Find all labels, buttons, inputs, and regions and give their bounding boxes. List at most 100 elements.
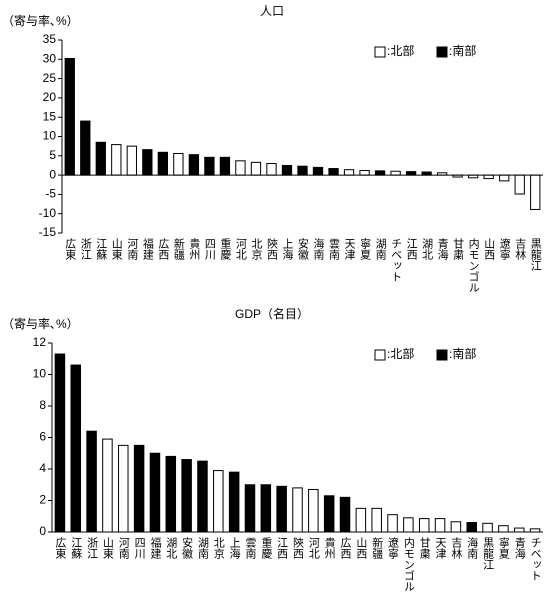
x-tick-label: 湖北 <box>165 537 178 559</box>
bar <box>260 484 272 533</box>
x-tick-label: 広東 <box>64 238 77 261</box>
x-tick-label: 寧夏 <box>359 237 372 260</box>
bar <box>405 171 417 176</box>
bar <box>266 163 277 176</box>
bar <box>86 430 97 533</box>
y-tick-label: 10 <box>43 129 57 143</box>
x-tick-label: 山東 <box>101 537 114 560</box>
y-tick-label: 20 <box>43 90 57 104</box>
x-tick-label: 甘粛 <box>418 537 431 560</box>
chart-title: GDP（名目） <box>235 306 309 321</box>
y-tick-label: -5 <box>45 187 56 201</box>
legend-swatch <box>374 349 386 361</box>
bar <box>276 485 287 533</box>
x-tick-label: 安徽 <box>297 237 310 261</box>
x-tick-label: 江蘇 <box>70 537 83 560</box>
bar <box>118 444 129 533</box>
x-tick-label: 江蘇 <box>95 238 108 261</box>
x-tick-label: 新疆 <box>172 237 185 260</box>
bar <box>434 518 446 533</box>
y-tick-label: 25 <box>43 71 57 85</box>
x-tick-label: 安徽 <box>181 536 194 560</box>
x-tick-label: 江西 <box>405 238 418 260</box>
x-tick-label: 内モンゴル <box>467 237 480 293</box>
x-tick-label: 広東 <box>54 537 67 560</box>
x-tick-label: 北京 <box>212 537 225 560</box>
y-tick-label: 6 <box>39 430 46 444</box>
bar <box>250 161 262 176</box>
y-tick-label: 4 <box>39 461 46 475</box>
chart-title: 人口 <box>260 4 284 18</box>
x-tick-label: 浙江 <box>79 238 92 260</box>
x-tick-label: 広西 <box>157 238 170 260</box>
bar <box>228 471 240 533</box>
bar <box>292 487 303 533</box>
y-tick-label: -10 <box>39 206 57 220</box>
bar <box>204 156 215 176</box>
bar <box>513 527 525 533</box>
bar <box>498 525 509 533</box>
bar <box>54 353 66 533</box>
x-tick-label: 広西 <box>339 537 352 559</box>
y-tick-label: 0 <box>39 524 46 538</box>
bar <box>95 141 106 176</box>
bar <box>499 174 510 182</box>
y-axis-label: （寄与率､%） <box>2 316 79 331</box>
legend-label: :南部 <box>449 346 476 361</box>
legend-label: :北部 <box>387 346 414 361</box>
x-tick-label: 海南 <box>312 237 325 260</box>
bar <box>188 154 200 176</box>
legend-swatch <box>436 46 448 58</box>
bar <box>197 460 208 533</box>
y-tick-label: 30 <box>43 51 57 65</box>
bar <box>483 174 494 180</box>
x-tick-label: 四川 <box>203 238 216 260</box>
bar <box>403 517 414 533</box>
bar <box>244 484 256 533</box>
x-tick-label: 寧夏 <box>497 536 510 559</box>
bar <box>111 144 122 176</box>
bar <box>390 170 401 176</box>
x-tick-label: 黒龍江 <box>482 537 495 570</box>
x-tick-label: 重慶 <box>219 237 232 261</box>
x-tick-label: 湖南 <box>196 537 209 559</box>
x-tick-label: 湖南 <box>374 238 387 260</box>
bar <box>165 455 177 533</box>
bar <box>70 364 82 533</box>
x-tick-label: 河北 <box>307 537 320 559</box>
x-tick-label: 青海 <box>513 537 526 560</box>
bar <box>149 452 161 533</box>
bar <box>339 496 351 533</box>
x-tick-label: 福建 <box>141 237 154 261</box>
x-tick-label: 山西 <box>355 537 368 559</box>
x-tick-label: 雲南 <box>328 238 341 260</box>
bar <box>80 120 91 176</box>
bar <box>297 165 308 176</box>
bar <box>374 170 386 176</box>
legend-swatch <box>374 46 386 58</box>
x-tick-label: 雲南 <box>244 537 257 559</box>
x-tick-label: 内モンゴル <box>402 536 415 592</box>
bar <box>418 518 430 533</box>
bar <box>343 169 355 176</box>
x-tick-label: 海南 <box>466 536 479 559</box>
bar <box>213 470 224 533</box>
x-tick-label: 吉林 <box>514 238 527 260</box>
bar <box>450 521 462 533</box>
x-tick-label: 貴州 <box>323 536 336 559</box>
y-tick-label: 35 <box>43 32 57 46</box>
bar <box>181 459 192 533</box>
x-tick-label: 河北 <box>234 238 247 260</box>
y-tick-label: 2 <box>39 493 46 507</box>
bar <box>359 169 370 176</box>
bar <box>281 164 293 176</box>
legend-label: :南部 <box>449 43 476 58</box>
x-tick-label: 甘粛 <box>452 238 465 261</box>
bar <box>133 444 145 533</box>
x-tick-label: 遼寧 <box>387 536 400 560</box>
x-tick-label: 山西 <box>483 238 496 260</box>
x-tick-label: 北京 <box>250 238 262 261</box>
bar <box>355 507 367 533</box>
